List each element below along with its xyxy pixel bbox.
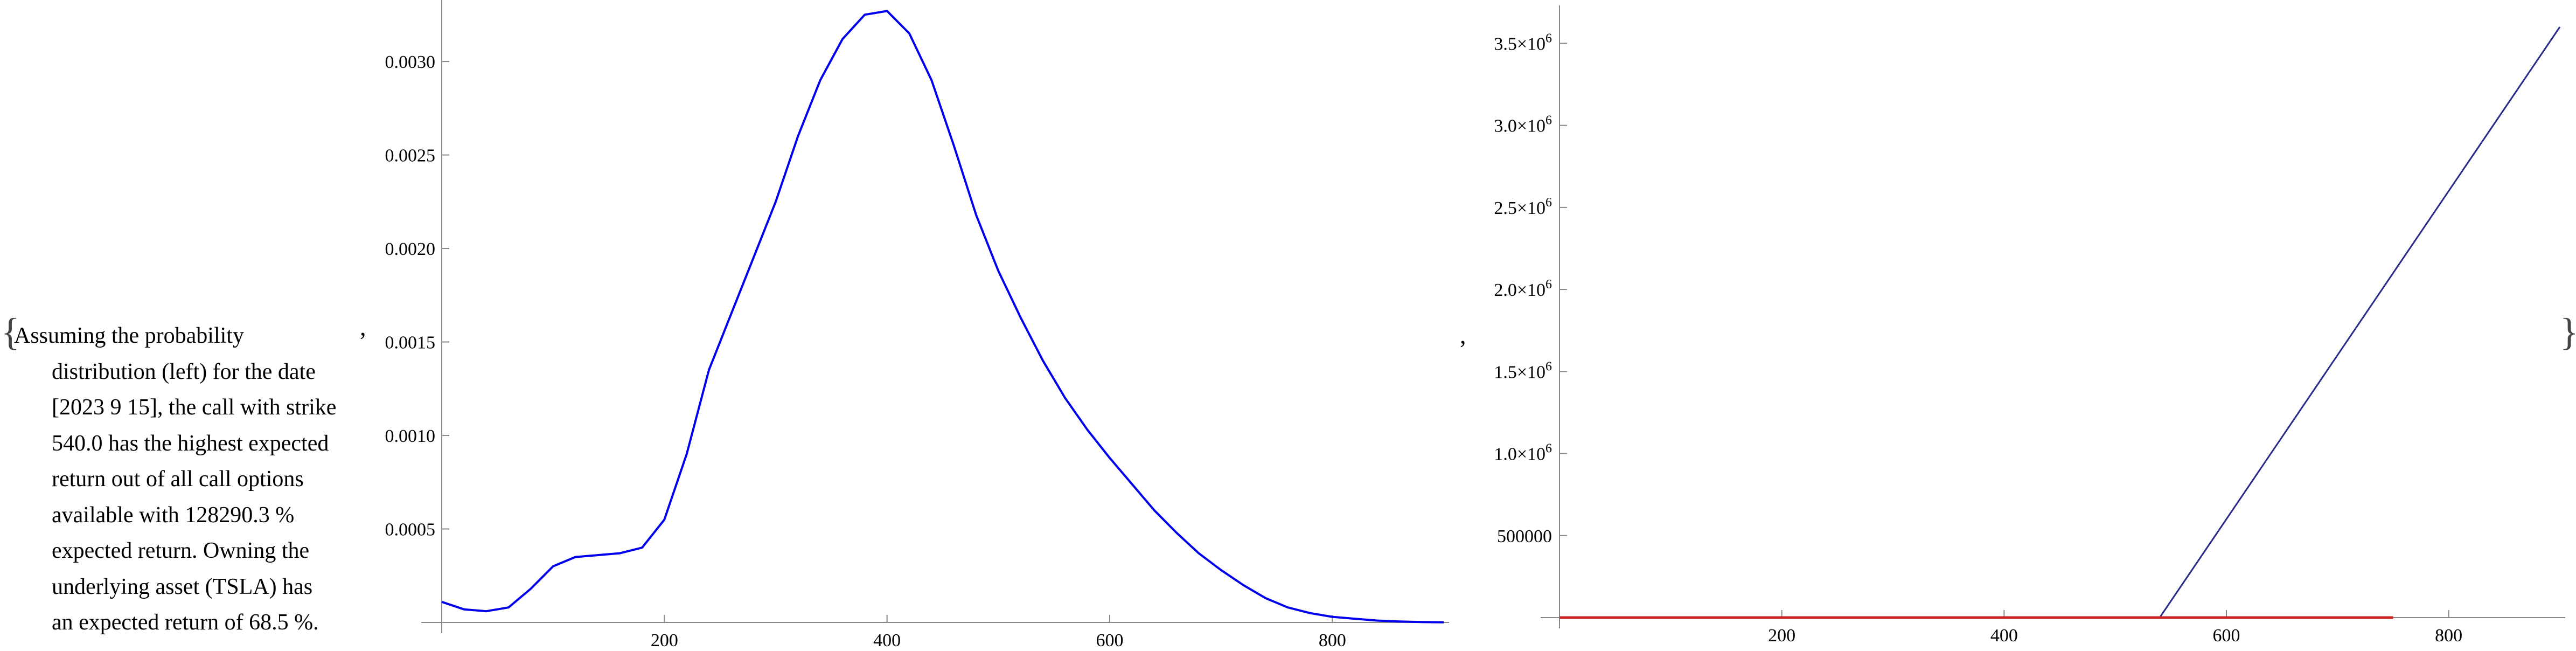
y-tick-label: 0.0020	[385, 239, 436, 259]
caption-line: underlying asset (TSLA) has	[52, 574, 313, 599]
y-tick-label: 1.0×106	[1494, 442, 1552, 465]
density-chart: 200 400 600 800 0.0005 0.0010 0.0015 0.0020 0.00…	[385, 0, 1449, 650]
density-series-line	[441, 10, 1444, 624]
y-tick-label: 0.0015	[385, 333, 436, 353]
y-tick-label: 2.5×106	[1494, 196, 1552, 218]
payoff-chart: 200 400 600 800 500000 1.0×106 1.5×106 2.0×106 2…	[1494, 5, 2565, 646]
x-tick-label: 400	[1990, 626, 2018, 646]
caption-line: 540.0 has the highest expected	[52, 431, 329, 456]
x-tick-label: 800	[1319, 631, 1346, 650]
x-tick-label: 200	[651, 631, 678, 650]
y-tick-label: 0.0025	[385, 146, 436, 166]
caption-text: Assuming the probability distribution (l…	[14, 318, 359, 641]
caption-line: [2023 9 15], the call with strike	[52, 395, 337, 420]
caption-line: return out of all call options	[52, 467, 304, 491]
y-tick-label: 1.5×106	[1494, 359, 1552, 382]
separator-comma: ,	[360, 313, 366, 341]
x-tick-label: 600	[2213, 626, 2240, 646]
brace-open: {	[1, 310, 20, 354]
x-tick-label: 800	[2435, 626, 2462, 646]
separator-comma: ,	[1460, 321, 1466, 349]
x-tick-label: 600	[1096, 631, 1124, 650]
y-tick-label: 0.0030	[385, 52, 436, 72]
y-tick-label: 0.0010	[385, 426, 436, 446]
brace-close: }	[2560, 313, 2576, 351]
y-tick-label: 3.0×106	[1494, 114, 1552, 136]
caption-line: an expected return of 68.5 %.	[52, 610, 319, 635]
x-tick-label: 200	[1768, 626, 1795, 646]
caption-line: Assuming the probability	[14, 323, 244, 348]
y-tick-label: 2.0×106	[1494, 278, 1552, 300]
payoff-series-line	[1559, 26, 2561, 619]
caption-line: distribution (left) for the date	[52, 359, 316, 384]
caption-line: expected return. Owning the	[52, 538, 310, 563]
caption-line: available with 128290.3 %	[52, 502, 295, 528]
x-tick-label: 400	[873, 631, 901, 650]
y-tick-label: 3.5×106	[1494, 31, 1552, 54]
y-tick-label: 500000	[1497, 527, 1552, 546]
y-tick-label: 0.0005	[385, 520, 436, 540]
